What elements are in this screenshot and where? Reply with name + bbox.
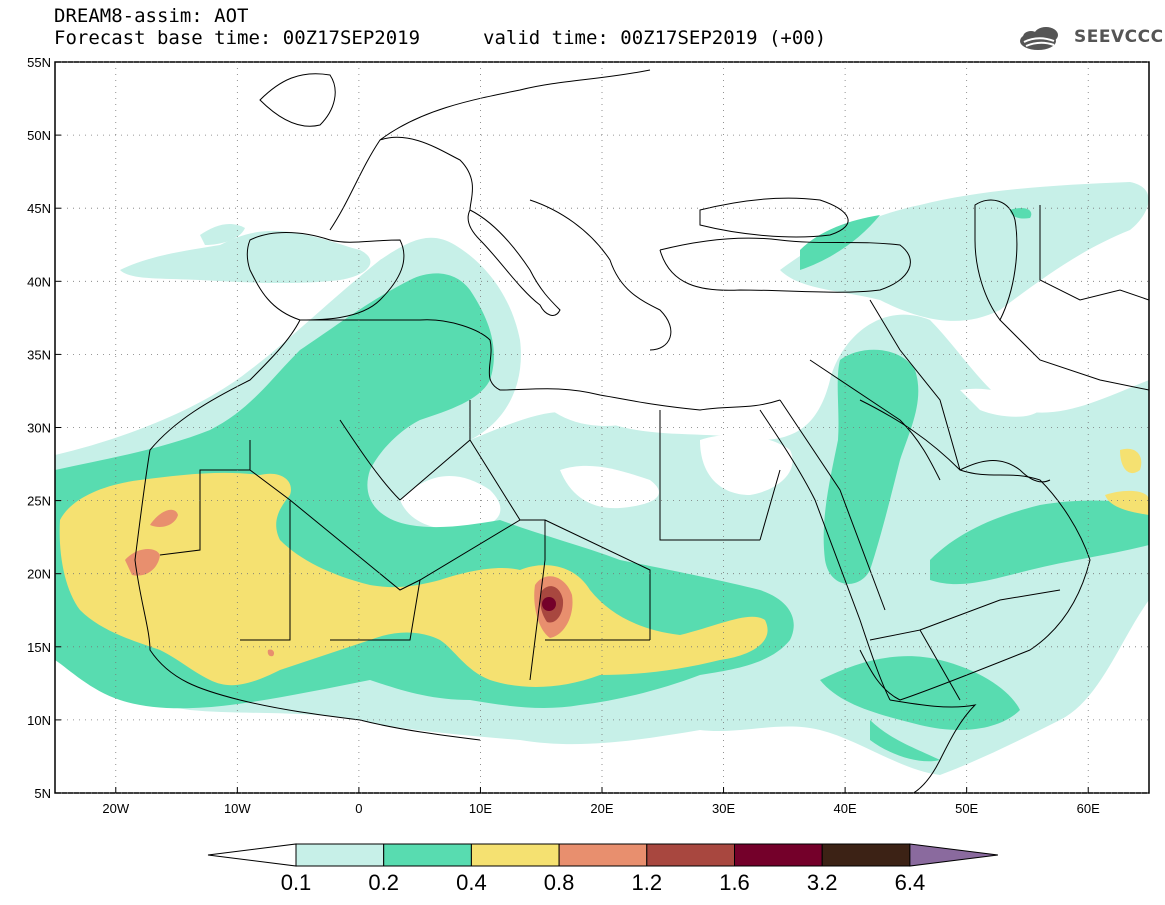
lon-tick-label: 10W bbox=[224, 801, 251, 816]
lon-tick-label: 0 bbox=[355, 801, 362, 816]
valid-time: valid time: 00Z17SEP2019 (+00) bbox=[483, 27, 827, 49]
lat-tick-label: 5N bbox=[34, 786, 51, 801]
colorbar-max-arrow bbox=[909, 843, 998, 867]
colorbar-segment bbox=[821, 843, 911, 867]
colorbar-label: 1.6 bbox=[719, 870, 750, 895]
colorbar-segment bbox=[295, 843, 385, 867]
colorbar-segment bbox=[383, 843, 472, 867]
colorbar-min-arrow bbox=[207, 843, 297, 867]
seevccc-cloud-logo-icon bbox=[1020, 27, 1058, 50]
lon-tick-label: 20E bbox=[590, 801, 613, 816]
logo-text: SEEVCCC bbox=[1074, 27, 1164, 47]
colorbar-label: 0.4 bbox=[456, 870, 487, 895]
axis-ticks: 20W 10W 0 10E 20E 30E 40E 50E 60E 55N 50N 45N 40N 35N… bbox=[27, 55, 1100, 816]
colorbar-segment bbox=[470, 843, 560, 867]
lon-tick-label: 60E bbox=[1077, 801, 1100, 816]
colorbar-label: 0.8 bbox=[543, 870, 575, 895]
lat-tick-label: 20N bbox=[27, 567, 51, 582]
lat-tick-label: 40N bbox=[27, 274, 51, 289]
colorbar bbox=[207, 843, 998, 867]
colorbar-label: 6.4 bbox=[894, 870, 926, 895]
lat-tick-label: 45N bbox=[27, 201, 51, 216]
lat-tick-label: 10N bbox=[27, 713, 51, 728]
lon-tick-label: 10E bbox=[469, 801, 492, 816]
colorbar-label: 0.1 bbox=[280, 870, 312, 895]
map-title: DREAM8-assim: AOT bbox=[54, 5, 249, 27]
lat-tick-label: 15N bbox=[27, 640, 51, 655]
colorbar-segment bbox=[646, 843, 735, 867]
colorbar-segment bbox=[734, 843, 823, 867]
forecast-base-time: Forecast base time: 00Z17SEP2019 bbox=[54, 27, 421, 49]
colorbar-label: 0.2 bbox=[368, 870, 399, 895]
colorbar-label: 3.2 bbox=[806, 870, 838, 895]
lon-tick-label: 20W bbox=[102, 801, 129, 816]
lat-tick-label: 30N bbox=[27, 421, 51, 436]
lat-tick-label: 55N bbox=[27, 55, 51, 70]
lat-tick-label: 35N bbox=[27, 347, 51, 362]
country-borders bbox=[134, 69, 1149, 793]
lat-tick-label: 50N bbox=[27, 128, 51, 143]
colorbar-label: 1.2 bbox=[631, 870, 663, 895]
colorbar-segment bbox=[558, 843, 648, 867]
lat-tick-label: 25N bbox=[27, 494, 51, 509]
lon-tick-label: 30E bbox=[712, 801, 735, 816]
lon-tick-label: 40E bbox=[834, 801, 857, 816]
lon-tick-label: 50E bbox=[955, 801, 978, 816]
